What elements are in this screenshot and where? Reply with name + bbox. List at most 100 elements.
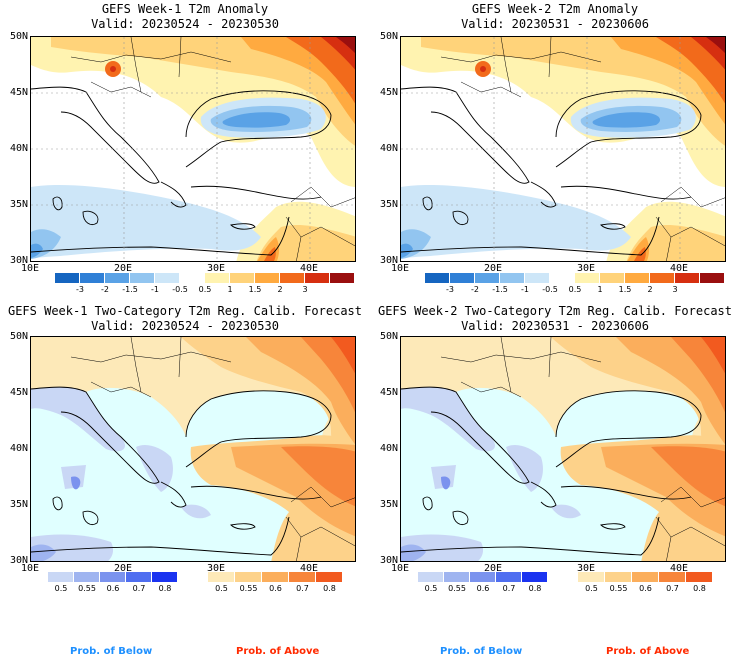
colorbar-tick-label: 2 bbox=[277, 285, 283, 294]
lat-label: 40N bbox=[9, 443, 28, 454]
below-colorbar: 0.5 0.55 0.6 0.7 0.8 bbox=[0, 572, 370, 596]
colorbar-swatch bbox=[126, 572, 152, 582]
colorbar-tick-label: 1.5 bbox=[618, 285, 632, 294]
lat-label: 35N bbox=[9, 499, 28, 510]
prob-below-label: Prob. of Below bbox=[70, 646, 153, 657]
lat-label: 35N bbox=[379, 499, 398, 510]
colorbar-tick-label: 0.7 bbox=[132, 584, 146, 593]
colorbar-swatch bbox=[208, 572, 235, 582]
colorbar-tick-label: -2 bbox=[101, 285, 109, 294]
lat-label: 30N bbox=[9, 255, 28, 266]
anomaly-colorbar: -3 -2 -1.5 -1 -0.5 0.5 1 1.5 2 3 bbox=[0, 273, 370, 297]
colorbar-swatch bbox=[105, 273, 130, 283]
panel-week1-probability: GEFS Week-1 Two-Category T2m Reg. Calib.… bbox=[0, 300, 370, 662]
panel-week2-probability: GEFS Week-2 Two-Category T2m Reg. Calib.… bbox=[370, 300, 740, 662]
colorbar-tick-label: 0.55 bbox=[609, 584, 628, 593]
colorbar-swatch bbox=[205, 273, 230, 283]
lat-label: 50N bbox=[379, 31, 398, 42]
colorbar-swatch bbox=[659, 572, 686, 582]
anomaly-map bbox=[30, 36, 356, 262]
colorbar-swatch bbox=[255, 273, 280, 283]
colorbar-tick-label: 0.7 bbox=[502, 584, 516, 593]
lat-label: 30N bbox=[379, 255, 398, 266]
colorbar-tick-label: -1 bbox=[151, 285, 159, 294]
colorbar-tick-label: 0.5 bbox=[424, 584, 438, 593]
colorbar-swatch bbox=[675, 273, 700, 283]
colorbar-swatch bbox=[496, 572, 522, 582]
panel-valid-dates: Valid: 20230531 - 20230606 bbox=[461, 319, 649, 333]
colorbar-swatch bbox=[152, 572, 178, 582]
colorbar-swatch bbox=[330, 273, 355, 283]
lon-label: 20E bbox=[483, 563, 503, 574]
colorbar-tick-label: -0.5 bbox=[542, 285, 558, 294]
colorbar-tick-label: -1.5 bbox=[122, 285, 138, 294]
panel-valid-dates: Valid: 20230524 - 20230530 bbox=[91, 319, 279, 333]
lon-label: 10E bbox=[20, 563, 40, 574]
colorbar-tick-label: -1 bbox=[521, 285, 529, 294]
prob-above-label: Prob. of Above bbox=[236, 646, 320, 657]
colorbar-tick-label: 0.7 bbox=[666, 584, 679, 593]
lat-label: 45N bbox=[9, 387, 28, 398]
colorbar-swatch bbox=[230, 273, 255, 283]
colorbar-tick-label: -0.5 bbox=[172, 285, 188, 294]
colorbar-tick-label: 0.5 bbox=[198, 285, 212, 294]
colorbar-tick-label: 0.55 bbox=[239, 584, 258, 593]
colorbar-tick-label: 1.5 bbox=[248, 285, 262, 294]
colorbar-tick-label: 0.5 bbox=[585, 584, 598, 593]
lat-label: 50N bbox=[379, 331, 398, 342]
colorbar-swatch bbox=[48, 572, 74, 582]
colorbar-tick-label: 0.8 bbox=[158, 584, 172, 593]
colorbar-tick-label: 0.5 bbox=[54, 584, 68, 593]
colorbar-tick-label: 3 bbox=[672, 285, 678, 294]
colorbar-tick-label: 0.8 bbox=[528, 584, 542, 593]
lat-label: 45N bbox=[9, 87, 28, 98]
colorbar-swatch bbox=[55, 273, 80, 283]
colorbar-tick-label: 0.6 bbox=[106, 584, 120, 593]
colorbar-tick-label: 3 bbox=[302, 285, 308, 294]
colorbar-swatch bbox=[700, 273, 725, 283]
lat-label: 45N bbox=[379, 387, 398, 398]
panel-title: GEFS Week-1 T2m Anomaly bbox=[101, 2, 269, 16]
colorbar-swatch bbox=[100, 572, 126, 582]
colorbar-swatch bbox=[575, 273, 600, 283]
lon-label: 30E bbox=[576, 263, 596, 274]
colorbar-swatch bbox=[262, 572, 289, 582]
colorbar-tick-label: 0.6 bbox=[476, 584, 490, 593]
colorbar-tick-label: -1.5 bbox=[492, 285, 508, 294]
lon-label: 30E bbox=[206, 263, 226, 274]
anomaly-colorbar: -3 -2 -1.5 -1 -0.5 0.5 1 1.5 2 3 bbox=[370, 273, 740, 297]
colorbar-tick-label: 0.5 bbox=[215, 584, 228, 593]
lat-label: 50N bbox=[9, 31, 28, 42]
anomaly-map bbox=[400, 36, 726, 262]
colorbar-swatch bbox=[316, 572, 343, 582]
colorbar-tick-label: 0.6 bbox=[639, 584, 652, 593]
colorbar-swatch bbox=[550, 273, 575, 283]
colorbar-tick-label: 1 bbox=[597, 285, 603, 294]
colorbar-tick-label: -2 bbox=[471, 285, 479, 294]
lon-label: 40E bbox=[299, 563, 319, 574]
colorbar-swatch bbox=[500, 273, 525, 283]
lon-label: 30E bbox=[206, 563, 226, 574]
colorbar-swatch bbox=[600, 273, 625, 283]
colorbar-swatch bbox=[470, 572, 496, 582]
lon-label: 30E bbox=[576, 563, 596, 574]
probability-map bbox=[400, 336, 726, 562]
lat-label: 35N bbox=[379, 199, 398, 210]
colorbar-tick-label: 0.5 bbox=[568, 285, 582, 294]
lon-label: 40E bbox=[669, 563, 689, 574]
probability-map bbox=[30, 336, 356, 562]
colorbar-tick-label: 0.7 bbox=[296, 584, 309, 593]
below-colorbar: 0.5 0.55 0.6 0.7 0.8 bbox=[370, 572, 740, 596]
prob-above-label: Prob. of Above bbox=[606, 646, 690, 657]
lon-label: 40E bbox=[669, 263, 689, 274]
colorbar-swatch bbox=[280, 273, 305, 283]
panel-title: GEFS Week-1 Two-Category T2m Reg. Calib.… bbox=[7, 304, 362, 318]
lon-label: 20E bbox=[113, 263, 133, 274]
panel-week1-anomaly: GEFS Week-1 T2m Anomaly Valid: 20230524 … bbox=[0, 0, 370, 300]
colorbar-tick-label: 0.8 bbox=[693, 584, 706, 593]
colorbar-swatch bbox=[578, 572, 605, 582]
colorbar-swatch bbox=[235, 572, 262, 582]
lat-label: 30N bbox=[379, 555, 398, 566]
lat-label: 40N bbox=[379, 143, 398, 154]
colorbar-swatch bbox=[130, 273, 155, 283]
